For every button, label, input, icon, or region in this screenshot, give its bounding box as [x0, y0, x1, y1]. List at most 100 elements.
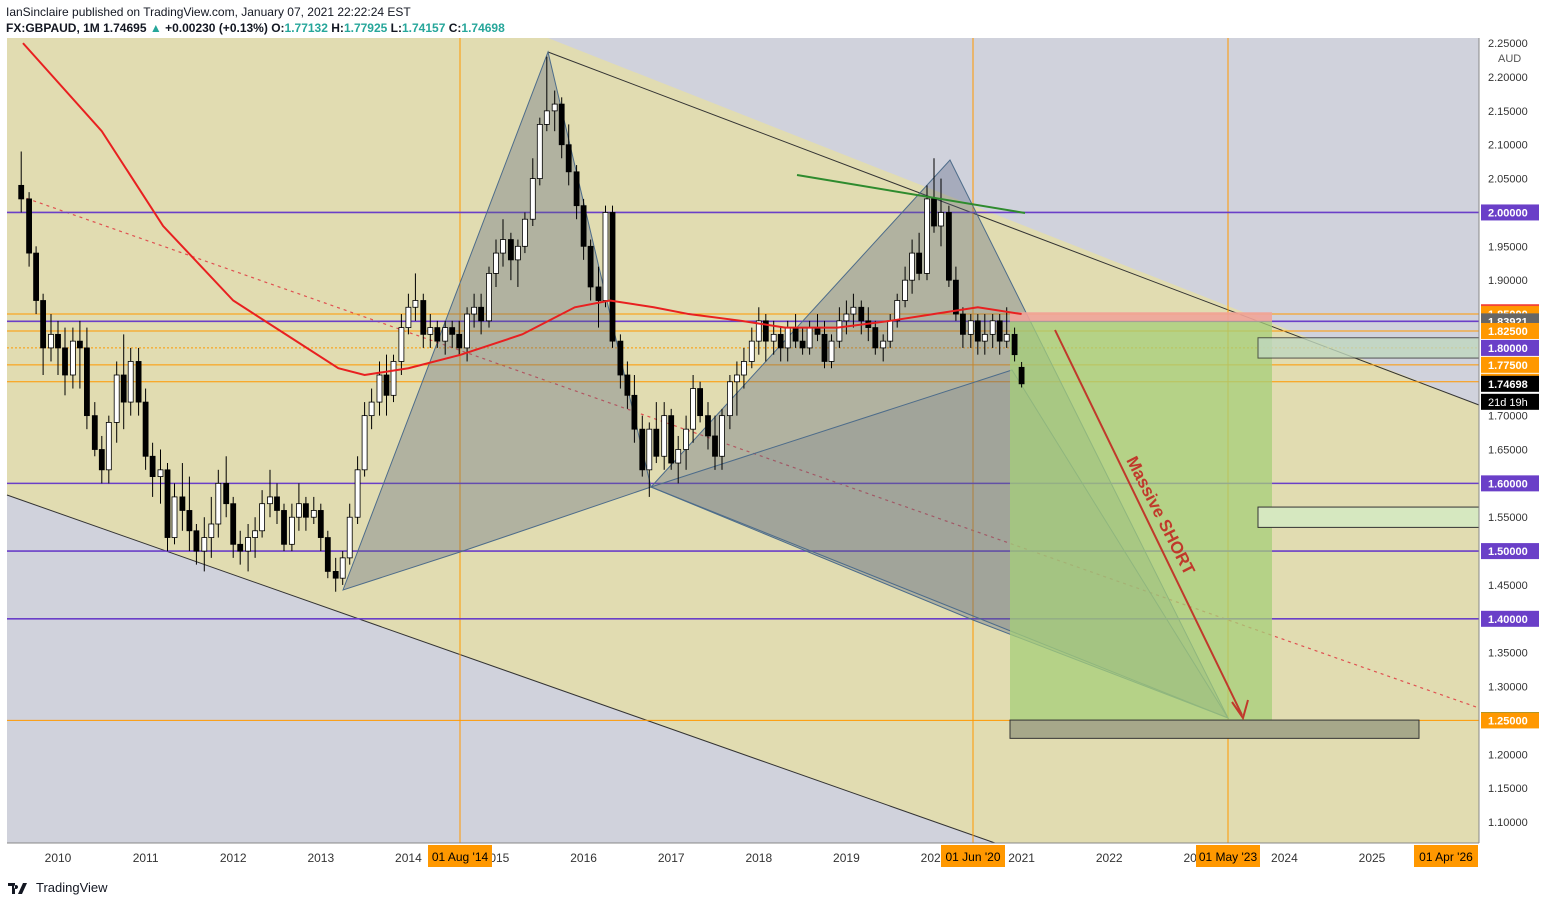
candle-body [770, 333, 777, 342]
year-tick-label: 2013 [307, 851, 334, 865]
resistance-box [1257, 337, 1480, 359]
candle-body [332, 571, 339, 579]
last-price: 1.74695 [103, 21, 147, 35]
candle-body [55, 333, 61, 349]
candle-body [799, 340, 806, 349]
candle-body [828, 340, 835, 362]
tradingview-logo[interactable]: TradingView [8, 880, 108, 895]
candle-body [960, 313, 966, 335]
price-label-bg [1481, 712, 1539, 729]
price-label-bg [1481, 204, 1539, 221]
price-tick-label: 1.20000 [1488, 749, 1528, 761]
candle-body [981, 333, 988, 342]
open-label: O: [271, 21, 285, 35]
candles [18, 56, 1025, 592]
year-tick-label: 2017 [658, 851, 685, 865]
candle-body [354, 469, 361, 518]
price-tick-label: 1.45000 [1488, 580, 1528, 592]
tradingview-icon [8, 882, 27, 894]
candle-body [719, 415, 725, 457]
candle-body [303, 503, 309, 518]
price-label: 1.40000 [1488, 614, 1528, 626]
price-label: 1.80000 [1488, 343, 1528, 355]
candle-body [434, 327, 441, 342]
price-tick-label: 1.35000 [1488, 648, 1528, 660]
candle-body [405, 306, 412, 328]
candle-body [507, 239, 514, 261]
candle-body [157, 469, 164, 477]
price-label: 1.82500 [1488, 326, 1528, 338]
candle-body [580, 205, 587, 247]
candle-body [909, 252, 915, 281]
candle-body [383, 374, 390, 396]
candle-body [267, 496, 273, 505]
candle-body [938, 212, 944, 227]
green-trendline [796, 174, 1026, 214]
low-value: 1.74157 [402, 21, 446, 35]
candle-body [18, 184, 25, 200]
year-tick-label: 2014 [395, 851, 422, 865]
year-tick-label: 2012 [220, 851, 247, 865]
candle-body [894, 300, 901, 322]
candle-body [661, 415, 668, 457]
candle-body [69, 340, 76, 376]
candle-body [376, 374, 383, 403]
candle-body [456, 333, 463, 349]
candle-body [587, 245, 594, 288]
stop-loss-zone [1010, 312, 1272, 322]
candle-body [164, 469, 171, 538]
countdown-bg [1481, 393, 1539, 410]
price-tick-label: 1.55000 [1488, 512, 1528, 524]
candle-body [245, 537, 251, 552]
countdown-label: 21d 19h [1488, 397, 1528, 409]
candle-body [551, 103, 558, 112]
candle-body [361, 415, 368, 471]
support-box-155 [1257, 506, 1480, 528]
candle-body [259, 503, 266, 532]
candle-body [850, 306, 857, 315]
candle-body [931, 198, 937, 227]
candle-body [784, 327, 791, 349]
candle-body [836, 320, 843, 342]
price-tick-label: 1.65000 [1488, 445, 1528, 457]
candle-body [398, 327, 405, 362]
candle-body [843, 313, 850, 322]
candle-body [974, 320, 981, 342]
short-arrow-line [1054, 329, 1243, 716]
candle-body [880, 340, 887, 349]
low-label: L: [390, 21, 402, 35]
candle-body [814, 327, 821, 335]
candle-body [762, 320, 769, 342]
candle-body [1011, 333, 1018, 356]
candle-body [902, 279, 908, 301]
candle-body [478, 306, 485, 322]
candle-body [223, 482, 230, 505]
candle-body [346, 516, 353, 559]
close-label: C: [448, 21, 462, 35]
lower-channel-line [6, 494, 996, 844]
candle-body [777, 333, 784, 349]
candle-body [26, 198, 32, 254]
candle-body [464, 313, 470, 349]
candle-body [127, 361, 134, 403]
candle-body [675, 449, 682, 464]
date-marker-bg [1196, 845, 1260, 867]
date-marker-bg [428, 845, 492, 867]
year-tick-label: 2022 [1096, 851, 1123, 865]
position-zones [1009, 312, 1480, 739]
time-axis-bg [0, 843, 1546, 873]
candle-body [149, 455, 156, 477]
candle-body [558, 103, 565, 146]
candle-body [565, 144, 572, 173]
candle-body [536, 124, 543, 179]
candle-body [230, 503, 237, 545]
price-tick-label: 1.15000 [1488, 783, 1528, 795]
candle-body [471, 306, 478, 315]
close-value: 1.74698 [461, 21, 505, 35]
candle-body [916, 252, 923, 274]
candle-body [945, 212, 952, 281]
candle-body [324, 537, 331, 572]
year-tick-label: 2025 [1359, 851, 1386, 865]
candle-body [105, 422, 112, 471]
